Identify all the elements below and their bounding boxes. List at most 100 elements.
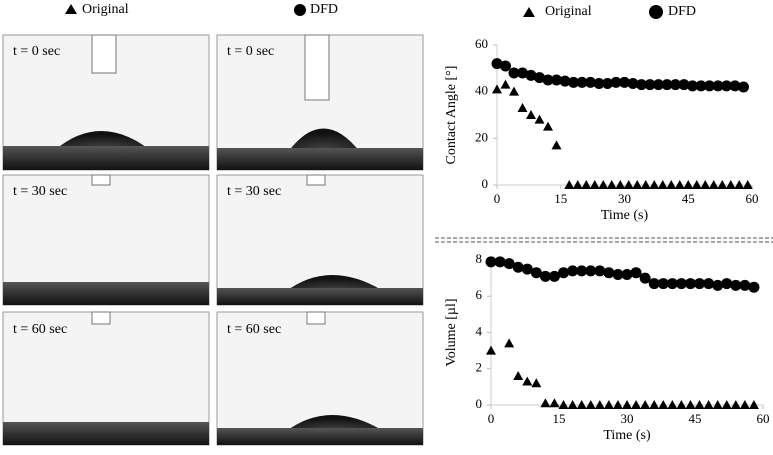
data-point <box>730 279 742 291</box>
photo-legend: Original DFD <box>65 2 338 17</box>
data-point <box>521 263 533 275</box>
photo-label: t = 60 sec <box>13 322 67 337</box>
data-point <box>593 78 605 89</box>
photo-panels: t = 0 sec t = 0 sec t = 30 sec t = 30 se… <box>2 34 424 446</box>
data-point <box>694 278 706 290</box>
data-point <box>567 265 579 277</box>
legend-label: DFD <box>668 4 696 19</box>
data-point <box>657 278 669 290</box>
y-tick-label: 0 <box>482 176 489 191</box>
data-point <box>730 400 741 409</box>
data-point <box>667 400 678 409</box>
data-point <box>649 180 660 189</box>
x-tick-label: 30 <box>621 411 634 426</box>
data-point <box>581 180 592 189</box>
photo: t = 0 sec <box>216 34 424 171</box>
y-tick-label: 60 <box>475 36 488 51</box>
x-tick-label: 45 <box>689 411 702 426</box>
data-point <box>695 80 707 92</box>
photo-label: t = 30 sec <box>227 184 281 199</box>
legend-label: DFD <box>310 2 338 17</box>
legend-marker <box>65 4 77 14</box>
x-tick-label: 60 <box>746 191 759 206</box>
data-point <box>585 76 596 88</box>
data-point <box>526 110 536 119</box>
data-point <box>612 269 624 280</box>
x-tick-label: 0 <box>494 191 501 206</box>
data-point <box>694 400 705 409</box>
data-point <box>644 79 656 91</box>
data-point <box>703 278 715 290</box>
data-point <box>703 400 714 409</box>
data-point <box>619 76 630 88</box>
data-point <box>676 400 687 409</box>
data-point <box>549 398 560 408</box>
data-point <box>503 258 515 270</box>
data-point <box>567 400 578 409</box>
data-point <box>640 400 651 409</box>
data-point <box>525 69 537 81</box>
y-tick-label: 6 <box>476 287 483 302</box>
data-point <box>576 400 587 409</box>
data-point <box>639 272 651 284</box>
data-point <box>558 400 569 409</box>
data-point <box>721 278 733 290</box>
data-point <box>621 269 633 280</box>
data-point <box>504 338 515 348</box>
data-point <box>485 256 497 268</box>
legend-marker <box>523 7 535 17</box>
x-tick-label: 60 <box>757 411 770 426</box>
data-point <box>551 140 562 150</box>
data-point <box>739 279 751 291</box>
data-point <box>684 278 696 290</box>
data-point <box>721 400 732 409</box>
data-point <box>666 180 677 189</box>
data-point <box>531 378 542 388</box>
photo: t = 30 sec <box>216 174 424 306</box>
data-point <box>594 265 606 277</box>
x-tick-label: 45 <box>682 191 695 206</box>
data-point <box>683 180 694 189</box>
data-point <box>712 80 724 92</box>
x-tick-label: 0 <box>488 411 495 426</box>
data-point <box>534 72 545 84</box>
data-point <box>748 400 759 409</box>
data-point <box>632 180 643 189</box>
data-point <box>712 279 724 291</box>
data-point <box>674 180 685 189</box>
data-point <box>631 400 642 409</box>
data-point <box>700 180 711 189</box>
data-point <box>548 270 560 282</box>
photo-label: t = 30 sec <box>13 184 67 199</box>
data-point <box>610 76 622 88</box>
data-point <box>691 180 702 189</box>
data-point <box>585 265 597 277</box>
data-point <box>589 180 600 189</box>
photo-label: t = 0 sec <box>227 44 274 59</box>
photo: t = 0 sec <box>2 34 210 171</box>
photo-label: t = 60 sec <box>227 322 281 337</box>
y-tick-label: 4 <box>476 323 483 338</box>
data-point <box>734 180 745 189</box>
data-point <box>615 180 626 189</box>
data-point <box>500 60 511 72</box>
data-point <box>606 180 617 189</box>
y-tick-label: 40 <box>475 83 488 98</box>
data-point <box>530 267 542 279</box>
data-point <box>522 376 533 386</box>
data-point <box>748 281 760 293</box>
data-point <box>603 267 615 279</box>
y-tick-label: 20 <box>475 129 488 144</box>
data-point <box>661 79 673 91</box>
data-point <box>512 261 524 273</box>
x-axis-title: Time (s) <box>603 428 651 443</box>
data-point <box>657 180 668 189</box>
data-point <box>602 78 613 89</box>
photo: t = 30 sec <box>2 174 210 306</box>
data-point <box>630 267 642 279</box>
data-point <box>658 400 669 409</box>
y-axis-title: Volume [µl] <box>444 298 459 366</box>
data-point <box>513 371 524 380</box>
data-point <box>729 80 741 92</box>
